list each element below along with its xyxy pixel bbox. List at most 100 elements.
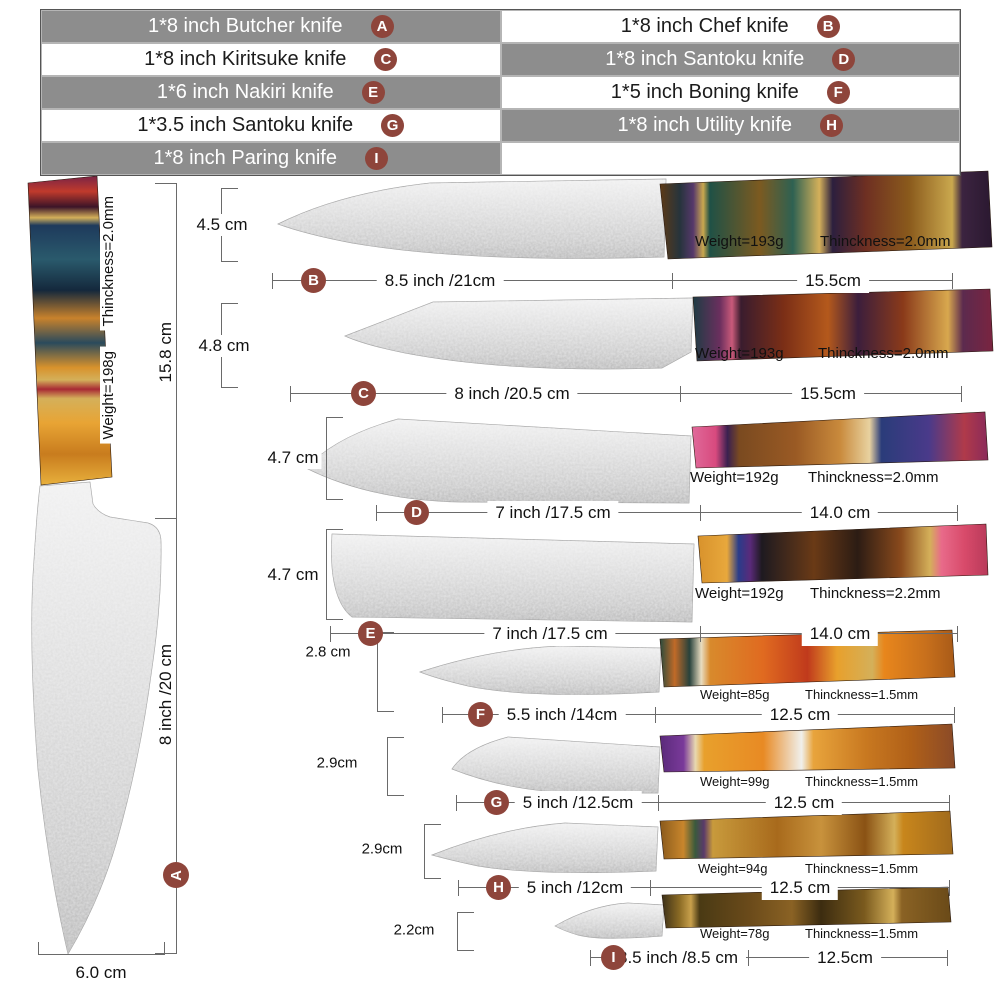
dimension-tick (954, 707, 955, 723)
handle-length-label: 15.5cm (797, 269, 869, 293)
dimension-tick (949, 795, 950, 811)
letter-badge: D (404, 500, 429, 525)
dimension-line (330, 633, 958, 634)
dimension-row: C 8 inch /20.5 cm 15.5cm (290, 381, 962, 406)
knife-e-drawing (331, 523, 989, 623)
letter-badge: F (468, 702, 493, 727)
table-cell: 1*5 inch Boning knife F (500, 76, 960, 109)
thickness-label: Thinckness=2.2mm (810, 585, 941, 602)
dimension-tick (155, 518, 177, 519)
letter-badge: C (351, 381, 376, 406)
blade-height-label: 4.7 cm (264, 447, 322, 469)
blade-length-label: 8.5 inch /21cm (376, 269, 504, 293)
letter-badge: B (816, 15, 840, 38)
blade-height-label: 4.7 cm (264, 564, 322, 586)
weight-label: Weight=85g (700, 687, 770, 702)
blade-width-label: 6.0 cm (75, 963, 127, 982)
dimension-tick (290, 386, 291, 402)
dimension-line (590, 957, 948, 958)
blade-height-label: 2.9cm (313, 753, 361, 773)
table-cell: 1*8 inch Kiritsuke knife C (41, 43, 501, 76)
dimension-row: D 7 inch /17.5 cm 14.0 cm (376, 500, 958, 525)
knife-type-label: 1*8 inch Paring knife (153, 147, 337, 169)
dimension-tick (658, 795, 659, 811)
knife-h-drawing (430, 810, 954, 874)
weight-label: Weight=94g (698, 861, 768, 876)
dimension-tick (330, 626, 331, 642)
knife-type-label: 1*5 inch Boning knife (610, 81, 799, 103)
handle-length-label: 15.5cm (792, 382, 864, 406)
dimension-row: I 3.5 inch /8.5 cm 12.5cm (590, 945, 948, 970)
blade-length-label: 7 inch /17.5 cm (484, 622, 616, 646)
blade-length-label: 3.5 inch /8.5 cm (609, 946, 747, 970)
letter-badge: D (832, 48, 856, 71)
table-cell: 1*8 inch Santoku knife D (500, 43, 960, 76)
dimension-line (456, 802, 950, 803)
dimension-tick (272, 273, 273, 289)
weight-label: Weight=193g (695, 233, 784, 250)
dimension-tick (748, 950, 749, 966)
blade-height-bracket (326, 417, 343, 500)
blade-height-bracket (326, 529, 343, 620)
dimension-tick (957, 505, 958, 521)
knife-g-drawing (451, 723, 956, 794)
table-cell: 1*8 inch Butcher knife A (41, 10, 501, 43)
letter-badge: H (486, 875, 511, 900)
thickness-label: Thinckness=1.5mm (805, 926, 919, 941)
blade-height-label: 2.2cm (390, 920, 438, 940)
letter-badge: H (820, 114, 844, 137)
table-cell: 1*3.5 inch Santoku knife G (41, 109, 501, 142)
knife-f-drawing (418, 629, 956, 695)
thickness-label: Thinckness=2.0mm (100, 192, 117, 331)
weight-label: Weight=78g (700, 926, 770, 941)
dimension-tick (700, 626, 701, 642)
dimension-row: B 8.5 inch /21cm 15.5cm (272, 268, 953, 293)
weight-label: Weight=198g (100, 347, 117, 444)
letter-badge: G (381, 114, 405, 137)
handle-length-label: 14.0 cm (801, 622, 879, 646)
dimension-tick (672, 273, 673, 289)
letter-badge: A (163, 862, 189, 888)
blade-height-label: 2.9cm (358, 839, 406, 859)
dimension-tick (650, 880, 651, 896)
dimension-tick (376, 505, 377, 521)
blade-height-label: 4.5 cm (193, 214, 251, 236)
blade-length-label: 5.5 inch /14cm (498, 703, 626, 727)
blade-height-bracket (457, 912, 474, 951)
dimension-line (272, 280, 953, 281)
blade-length-label: 5 inch /12cm (518, 876, 632, 900)
blade-length-label: 8 inch /20.5 cm (446, 382, 578, 406)
letter-badge: G (484, 790, 509, 815)
thickness-label: Thinckness=2.0mm (808, 469, 939, 486)
letter-badge: I (601, 945, 626, 970)
letter-badge: E (361, 81, 385, 104)
thickness-label: Thinckness=1.5mm (805, 774, 919, 789)
blade-length-label: 5 inch /12.5cm (514, 791, 642, 815)
knife-type-label: 1*8 inch Chef knife (620, 15, 789, 37)
letter-badge: A (370, 15, 394, 38)
dimension-tick (947, 950, 948, 966)
dimension-tick (949, 880, 950, 896)
blade-height-label: 2.8 cm (302, 642, 354, 662)
dimension-tick (590, 950, 591, 966)
handle-length-label: 15.8 cm (156, 318, 176, 387)
dimension-tick (442, 707, 443, 723)
dimension-row: F 5.5 inch /14cm 12.5 cm (442, 702, 955, 727)
knife-type-label: 1*8 inch Utility knife (617, 114, 793, 136)
thickness-label: Thinckness=2.0mm (818, 345, 949, 362)
thickness-label: Thinckness=1.5mm (805, 687, 919, 702)
blade-length-label: 7 inch /17.5 cm (487, 501, 619, 525)
dimension-tick (680, 386, 681, 402)
knife-type-label: 1*6 inch Nakiri knife (156, 81, 334, 103)
handle-length-label: 12.5cm (809, 946, 881, 970)
table-cell-empty (500, 142, 960, 175)
blade-height-bracket (424, 824, 441, 879)
knife-type-label: 1*8 inch Butcher knife (147, 15, 343, 37)
blade-length-label: 8 inch /20 cm (156, 640, 176, 750)
blade-height-label: 4.8 cm (195, 335, 253, 357)
letter-badge: I (364, 147, 388, 170)
knife-type-label: 1*3.5 inch Santoku knife (137, 114, 354, 136)
dimension-line (376, 512, 958, 513)
table-cell: 1*8 inch Utility knife H (500, 109, 960, 142)
